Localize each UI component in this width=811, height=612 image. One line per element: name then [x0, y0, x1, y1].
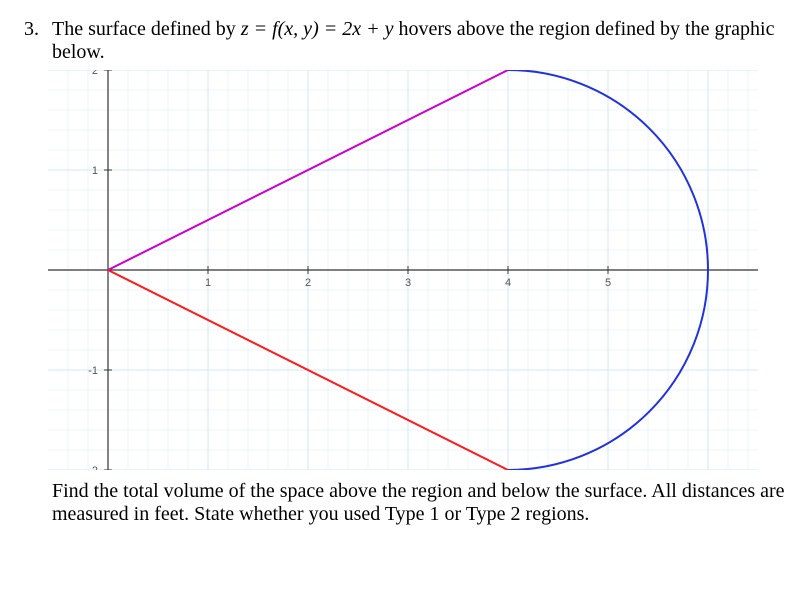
problem-content: The surface defined by z = f(x, y) = 2x …: [52, 18, 787, 526]
svg-text:2: 2: [305, 277, 311, 289]
svg-text:4: 4: [505, 277, 511, 289]
equation: z = f(x, y) = 2x + y: [241, 18, 394, 40]
svg-text:1: 1: [92, 165, 98, 177]
problem-number: 3.: [24, 18, 52, 41]
svg-text:5: 5: [605, 277, 611, 289]
problem-3: 3. The surface defined by z = f(x, y) = …: [24, 18, 787, 526]
svg-text:2: 2: [92, 70, 98, 77]
svg-text:3: 3: [405, 277, 411, 289]
problem-closing: Find the total volume of the space above…: [52, 480, 787, 526]
svg-text:-2: -2: [88, 465, 98, 470]
region-chart: 12345-3-2-1123: [48, 70, 787, 470]
svg-text:-1: -1: [88, 365, 98, 377]
svg-text:1: 1: [205, 277, 211, 289]
problem-statement: The surface defined by z = f(x, y) = 2x …: [52, 18, 787, 64]
text-pre: The surface defined by: [52, 18, 241, 40]
chart-svg: 12345-3-2-1123: [48, 70, 758, 470]
